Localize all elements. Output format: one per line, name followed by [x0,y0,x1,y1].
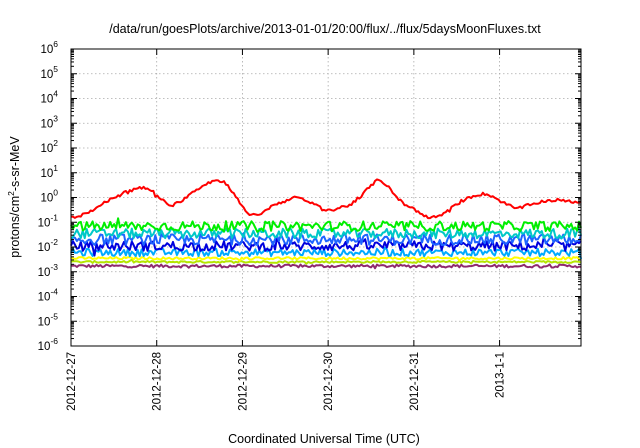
y-tick-labels: 10-610-510-410-310-210-11001011021031041… [38,39,59,353]
y-tick-label: 10-5 [38,311,59,328]
y-tick-exponent: -6 [50,336,58,346]
y-tick-exponent: -5 [50,311,58,321]
y-tick-base: 10 [40,193,53,205]
y-tick-base: 10 [40,69,53,81]
series-line [70,258,582,265]
y-tick-label: 106 [40,39,58,56]
y-tick-base: 10 [38,341,51,353]
series-lines [70,178,582,270]
x-tick-label: 2012-12-27 [66,352,78,411]
series-line [70,232,582,246]
y-tick-exponent: 4 [53,89,58,99]
y-tick-label: 102 [40,138,58,155]
y-tick-base: 10 [40,168,53,180]
chart-title: /data/run/goesPlots/archive/2013-01-01/2… [109,22,541,36]
y-tick-label: 105 [40,64,58,81]
y-tick-exponent: 5 [53,64,58,74]
y-tick-exponent: 1 [53,163,58,173]
y-tick-label: 103 [40,113,58,130]
y-tick-base: 10 [40,44,53,56]
x-tick-label: 2012-12-29 [237,352,249,411]
y-tick-base: 10 [38,267,51,279]
y-axis-label: protons/cm2-s-sr-MeV [6,136,22,258]
y-tick-label: 104 [40,89,58,106]
y-tick-base: 10 [38,292,51,304]
series-line [70,178,582,220]
y-tick-base: 10 [38,242,51,254]
x-tick-label: 2012-12-31 [409,352,421,411]
y-tick-label: 10-6 [38,336,59,353]
y-tick-label: 10-2 [38,237,59,254]
x-axis-label: Coordinated Universal Time (UTC) [228,432,420,446]
series-line [70,263,582,270]
y-tick-exponent: -3 [50,262,58,272]
y-tick-base: 10 [38,316,51,328]
y-tick-exponent: 6 [53,39,58,49]
x-tick-labels: 2012-12-27 2012-12-28 2012-12-29 2012-12-30… [66,352,507,411]
y-tick-exponent: -1 [50,212,58,222]
x-tick-label: 2012-12-30 [323,352,335,411]
axis-ticks [70,48,581,347]
y-tick-label: 101 [40,163,58,180]
y-tick-base: 10 [40,118,53,130]
y-axis-label-pre: protons/cm [8,196,22,258]
series-line [70,256,582,262]
y-tick-exponent: -2 [50,237,58,247]
y-tick-label: 100 [40,188,58,205]
y-tick-exponent: 0 [53,188,58,198]
y-tick-label: 10-1 [38,212,59,229]
series-line [70,217,582,233]
series-line [70,246,582,260]
x-tick-label: 2012-12-28 [152,352,164,411]
y-axis-label-post: -s-sr-MeV [8,136,22,192]
y-axis-label-sup: 2 [6,191,16,196]
y-tick-label: 10-3 [38,262,59,279]
y-tick-exponent: 2 [53,138,58,148]
y-tick-exponent: 3 [53,113,58,123]
y-tick-label: 10-4 [38,287,59,304]
y-tick-exponent: -4 [50,287,58,297]
y-tick-base: 10 [40,143,53,155]
x-tick-label: 2013-1-1 [495,352,507,398]
series-line [70,236,582,257]
y-tick-base: 10 [40,94,53,106]
y-tick-base: 10 [38,217,51,229]
